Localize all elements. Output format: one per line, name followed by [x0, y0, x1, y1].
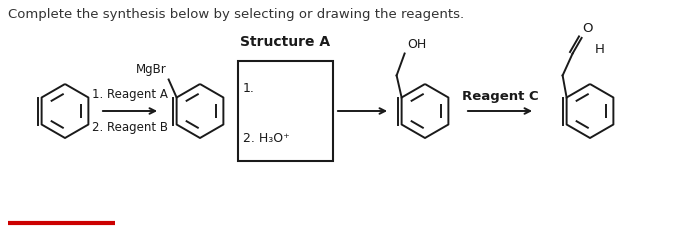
Text: 2. Reagent B: 2. Reagent B: [92, 121, 168, 134]
Text: 1.: 1.: [243, 82, 255, 95]
Text: O: O: [582, 22, 593, 35]
Text: OH: OH: [407, 38, 427, 52]
Text: H: H: [595, 44, 605, 56]
Text: 2. H₃O⁺: 2. H₃O⁺: [243, 133, 290, 145]
Text: 1. Reagent A: 1. Reagent A: [92, 88, 168, 101]
Bar: [238, 61, 333, 161]
Text: Complete the synthesis below by selecting or drawing the reagents.: Complete the synthesis below by selectin…: [8, 8, 464, 21]
Text: Structure A: Structure A: [240, 35, 330, 49]
Text: Reagent C: Reagent C: [462, 90, 538, 103]
Text: MgBr: MgBr: [136, 63, 167, 76]
